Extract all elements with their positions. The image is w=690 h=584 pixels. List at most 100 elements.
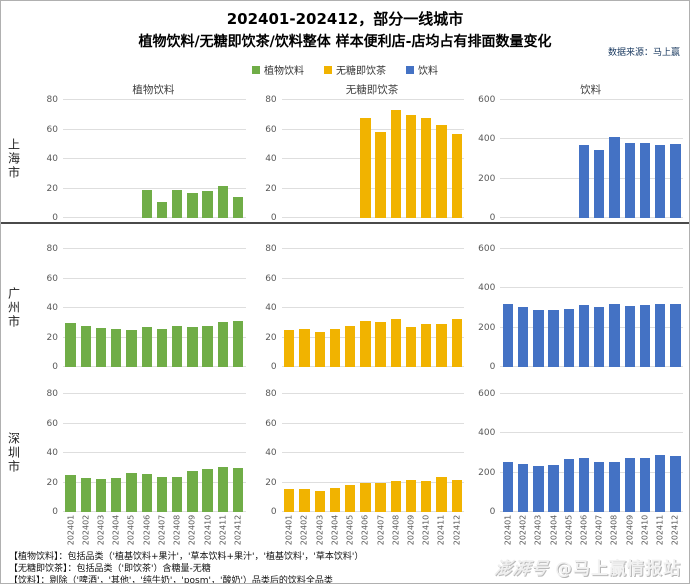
- x-tick-label: 202408: [172, 514, 182, 546]
- bar: [548, 310, 559, 367]
- bar: [624, 457, 635, 512]
- y-tick-label: 80: [46, 244, 58, 254]
- bar: [187, 471, 198, 512]
- x-tick-label: 202402: [518, 514, 528, 546]
- gridline: [500, 366, 683, 367]
- bar: [390, 319, 401, 367]
- x-tick-label: 202404: [549, 514, 559, 546]
- y-tick-label: 600: [478, 244, 496, 254]
- gridline: [63, 307, 246, 308]
- footnotes: 【植物饮料】：包括品类（'植基饮料+果汁'，'草本饮料+果汁'，'植基饮料'，'…: [1, 551, 689, 584]
- gridline: [63, 217, 246, 218]
- bar: [299, 328, 310, 367]
- bar: [654, 454, 666, 512]
- y-tick-label: 0: [489, 362, 496, 372]
- y-tick-label: 60: [46, 418, 58, 429]
- bar: [65, 475, 76, 512]
- bar: [654, 304, 666, 367]
- bar: [171, 326, 183, 367]
- gridline: [500, 287, 683, 289]
- bar: [578, 145, 590, 218]
- y-tick-label: 80: [265, 95, 277, 105]
- y-tick-label: 0: [52, 362, 58, 372]
- x-tick-label: 202407: [376, 514, 386, 546]
- bar: [436, 323, 447, 367]
- bar: [517, 463, 529, 512]
- bar: [548, 464, 559, 512]
- bar: [451, 319, 462, 367]
- column-header-beverage: 饮料: [580, 84, 602, 96]
- x-tick-label: 202409: [406, 514, 416, 546]
- bar: [141, 189, 152, 218]
- legend-item-plant-drink: 植物饮料: [252, 62, 304, 77]
- y-tick-label: 60: [46, 273, 58, 284]
- legend-item-sugarfree-tea: 无糖即饮茶: [324, 62, 386, 77]
- city-label-guangzhou: 广州市: [6, 287, 21, 329]
- x-tick-label: 202401: [284, 514, 294, 546]
- y-tick-label: 20: [265, 332, 277, 343]
- chart-shanghai-beverage: 0 200 400 600: [472, 95, 683, 223]
- bar: [111, 328, 122, 367]
- x-tick-label: 202402: [299, 514, 309, 546]
- y-tick-label: 60: [265, 124, 277, 135]
- gridline: [63, 511, 246, 512]
- bar: [111, 478, 122, 512]
- bar: [344, 484, 356, 512]
- gridline: [63, 277, 246, 279]
- x-tick-label: 202401: [503, 514, 513, 546]
- gridline: [281, 187, 465, 189]
- gridline: [63, 366, 246, 367]
- y-tick-label: 40: [265, 154, 277, 164]
- bar: [451, 133, 462, 218]
- gridline: [281, 422, 465, 424]
- x-tick-label: 202408: [609, 514, 619, 546]
- legend-label: 无糖即饮茶: [336, 66, 386, 77]
- chart-shenzhen-beverage: 0 200 400 600 202401 202402 202403 202404 202405…: [472, 389, 683, 548]
- gridline: [281, 248, 465, 249]
- bar: [80, 478, 91, 512]
- y-tick-label: 200: [478, 173, 496, 184]
- bar: [314, 331, 325, 367]
- bar: [141, 327, 152, 367]
- bar: [654, 145, 666, 218]
- gridline: [281, 307, 465, 308]
- x-tick-label: 202403: [533, 514, 543, 546]
- bar: [421, 481, 432, 512]
- bar: [360, 321, 371, 367]
- legend-item-beverage: 饮料: [406, 62, 438, 77]
- gridline: [63, 336, 246, 338]
- x-tick-label: 202405: [564, 514, 574, 546]
- bar: [375, 322, 386, 367]
- bar: [670, 455, 681, 512]
- y-tick-label: 200: [478, 322, 496, 333]
- gridline: [281, 336, 465, 338]
- bar: [594, 461, 605, 512]
- bar: [95, 478, 107, 512]
- legend-label: 饮料: [418, 66, 438, 77]
- bar: [609, 461, 620, 512]
- bar: [375, 483, 386, 512]
- y-tick-label: 600: [478, 95, 496, 105]
- x-tick-label: 202405: [126, 514, 136, 546]
- y-tick-label: 400: [478, 283, 496, 294]
- y-tick-label: 40: [265, 303, 277, 313]
- chart-guangzhou-sugarfree-tea: 0 20 40 60 80: [254, 244, 465, 372]
- y-tick-label: 80: [265, 389, 277, 399]
- bar: [126, 472, 137, 512]
- legend-label: 植物饮料: [264, 66, 304, 77]
- y-tick-label: 60: [265, 273, 277, 284]
- bar: [187, 192, 198, 218]
- bar: [563, 458, 574, 512]
- bar: [639, 305, 651, 367]
- bar: [95, 327, 107, 367]
- x-tick-label: 202406: [142, 514, 152, 546]
- x-tick-label: 202409: [187, 514, 197, 546]
- x-tick-label: 202403: [315, 514, 325, 546]
- gridline: [500, 99, 683, 100]
- y-tick-label: 40: [46, 154, 58, 164]
- x-tick-label: 202402: [81, 514, 91, 546]
- city-label-shenzhen: 深圳市: [6, 432, 21, 474]
- footnote-beverage: 【饮料】：剔除（'啤酒'，'其他'，'纯牛奶'，'posm'，'酸奶'）品类后的…: [9, 576, 333, 584]
- bar: [202, 325, 213, 367]
